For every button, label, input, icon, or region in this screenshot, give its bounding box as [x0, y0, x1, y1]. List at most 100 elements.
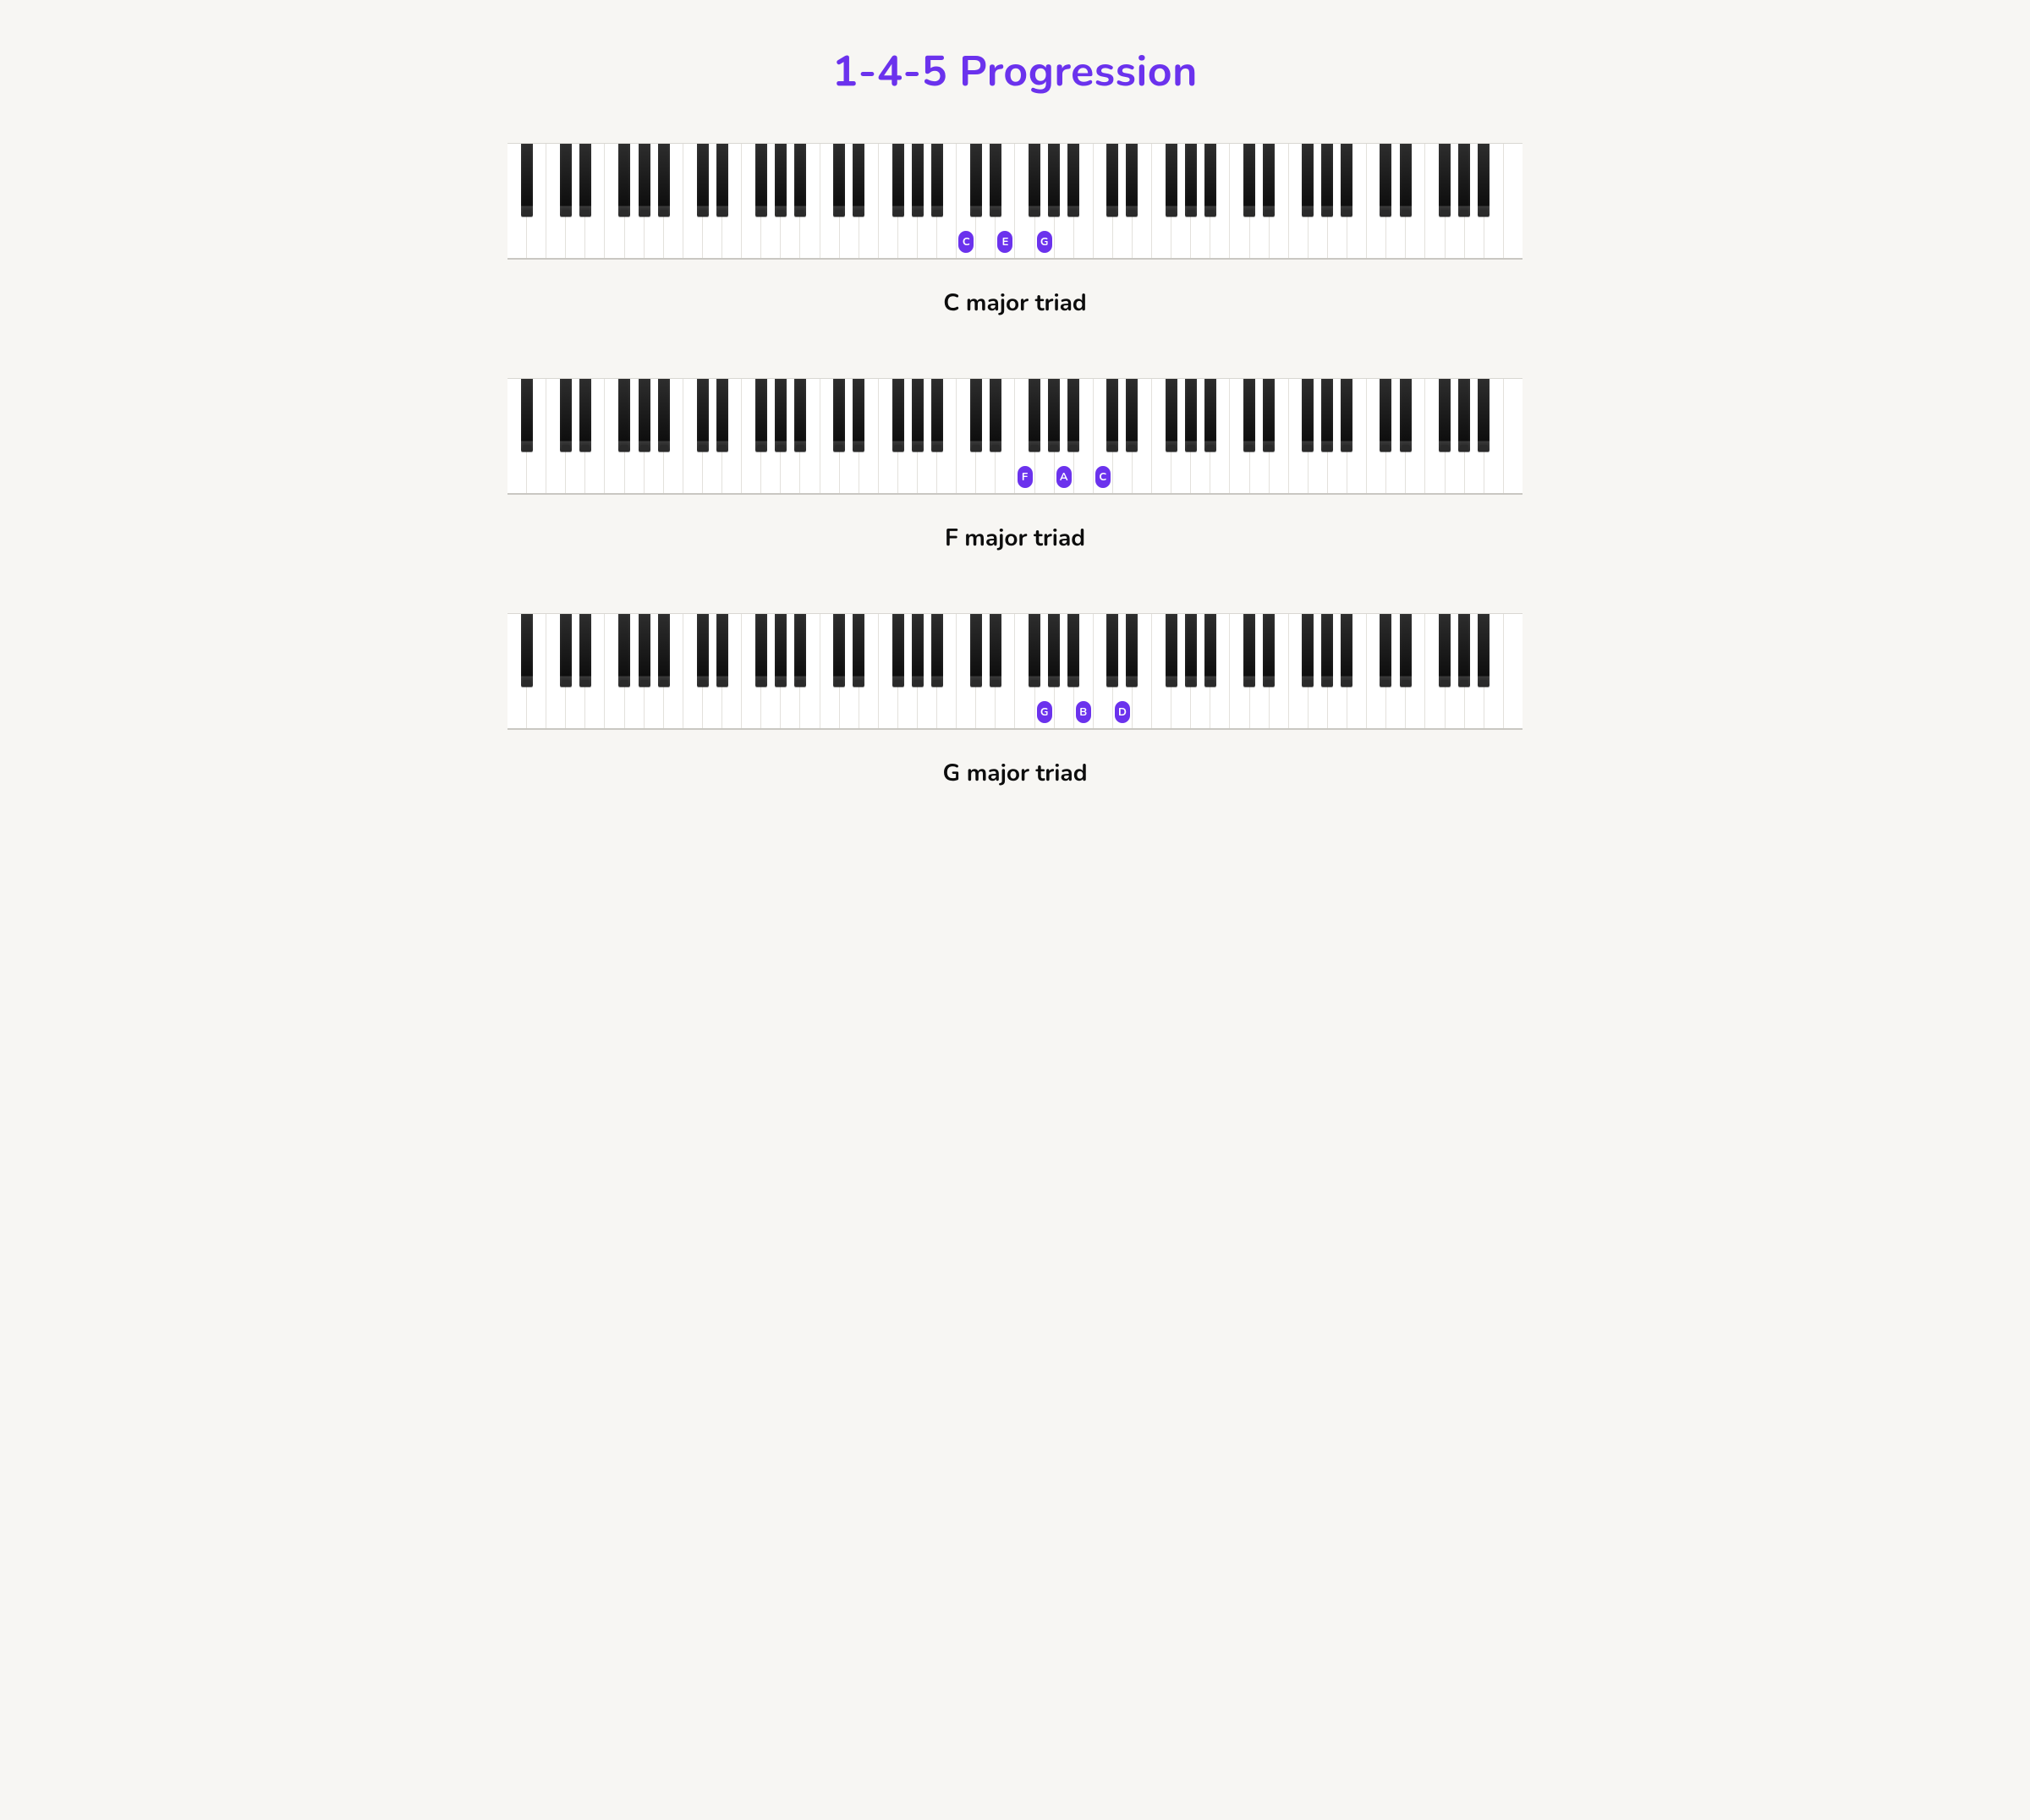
- chord-diagram: FACF major triad: [508, 378, 1522, 554]
- white-keys-layer: [508, 144, 1522, 258]
- white-key: [1015, 144, 1034, 258]
- white-key: [918, 614, 937, 728]
- white-key: [1015, 614, 1034, 728]
- white-key: [1133, 614, 1152, 728]
- white-key: [820, 144, 840, 258]
- white-key: [840, 614, 859, 728]
- white-key: [761, 144, 781, 258]
- white-key: [1210, 379, 1230, 493]
- white-key: [879, 614, 898, 728]
- white-key: [1446, 379, 1465, 493]
- white-key: [508, 144, 527, 258]
- white-key: [527, 614, 546, 728]
- white-key: [1074, 614, 1094, 728]
- white-key: [1347, 614, 1367, 728]
- page-title: 1-4-5 Progression: [508, 42, 1522, 101]
- white-key: [645, 379, 664, 493]
- white-key: [1055, 144, 1074, 258]
- white-key: [1347, 144, 1367, 258]
- white-key: [1328, 144, 1347, 258]
- white-key: [664, 144, 683, 258]
- white-key: [1309, 379, 1328, 493]
- white-key: [976, 379, 996, 493]
- white-key: [566, 614, 585, 728]
- white-key: [546, 144, 566, 258]
- white-key: [1367, 614, 1386, 728]
- white-key: [1250, 614, 1270, 728]
- white-key: [800, 144, 820, 258]
- white-key: [1230, 614, 1249, 728]
- white-key: [1094, 614, 1113, 728]
- white-key: [957, 144, 976, 258]
- white-key: [527, 379, 546, 493]
- white-key: [761, 379, 781, 493]
- white-key: [1171, 379, 1191, 493]
- white-key: [1035, 614, 1055, 728]
- white-key: [722, 144, 742, 258]
- white-key: [1250, 379, 1270, 493]
- white-key: [1191, 144, 1210, 258]
- white-key: [683, 379, 703, 493]
- white-key: [1133, 379, 1152, 493]
- white-key: [1191, 379, 1210, 493]
- chord-caption: F major triad: [508, 522, 1522, 554]
- white-key: [957, 614, 976, 728]
- white-key: [1504, 379, 1522, 493]
- white-key: [918, 379, 937, 493]
- white-key: [1289, 379, 1309, 493]
- chord-caption: G major triad: [508, 757, 1522, 789]
- white-key: [742, 144, 761, 258]
- white-key: [1425, 144, 1445, 258]
- white-key: [918, 144, 937, 258]
- white-key: [1386, 379, 1406, 493]
- white-key: [1289, 614, 1309, 728]
- white-key: [996, 144, 1015, 258]
- white-key: [1328, 379, 1347, 493]
- white-key: [1250, 144, 1270, 258]
- white-key: [625, 379, 645, 493]
- white-key: [683, 614, 703, 728]
- white-key: [957, 379, 976, 493]
- white-key: [1289, 144, 1309, 258]
- white-key: [1465, 144, 1484, 258]
- white-key: [1484, 144, 1504, 258]
- chord-diagram: GBDG major triad: [508, 613, 1522, 789]
- white-key: [1171, 144, 1191, 258]
- white-key: [1309, 614, 1328, 728]
- white-key: [1113, 379, 1133, 493]
- diagram-list: CEGC major triadFACF major triadGBDG maj…: [508, 143, 1522, 789]
- white-key: [820, 614, 840, 728]
- chord-caption: C major triad: [508, 287, 1522, 319]
- white-key: [976, 614, 996, 728]
- white-key: [879, 144, 898, 258]
- white-key: [1074, 379, 1094, 493]
- white-key: [546, 379, 566, 493]
- white-key: [585, 379, 605, 493]
- white-key: [1406, 144, 1425, 258]
- white-key: [859, 379, 879, 493]
- white-key: [996, 614, 1015, 728]
- white-key: [1152, 144, 1171, 258]
- white-key: [566, 379, 585, 493]
- white-key: [1347, 379, 1367, 493]
- white-key: [1386, 614, 1406, 728]
- white-key: [546, 614, 566, 728]
- white-key: [625, 144, 645, 258]
- white-key: [781, 614, 800, 728]
- white-key: [1094, 144, 1113, 258]
- white-key: [703, 144, 722, 258]
- white-key: [742, 614, 761, 728]
- white-key: [761, 614, 781, 728]
- white-key: [879, 379, 898, 493]
- white-key: [1191, 614, 1210, 728]
- white-key: [1446, 144, 1465, 258]
- white-key: [1386, 144, 1406, 258]
- white-key: [898, 379, 918, 493]
- white-key: [800, 379, 820, 493]
- white-key: [1328, 614, 1347, 728]
- white-key: [1425, 379, 1445, 493]
- white-key: [605, 144, 624, 258]
- white-key: [742, 379, 761, 493]
- white-key: [1309, 144, 1328, 258]
- white-key: [605, 379, 624, 493]
